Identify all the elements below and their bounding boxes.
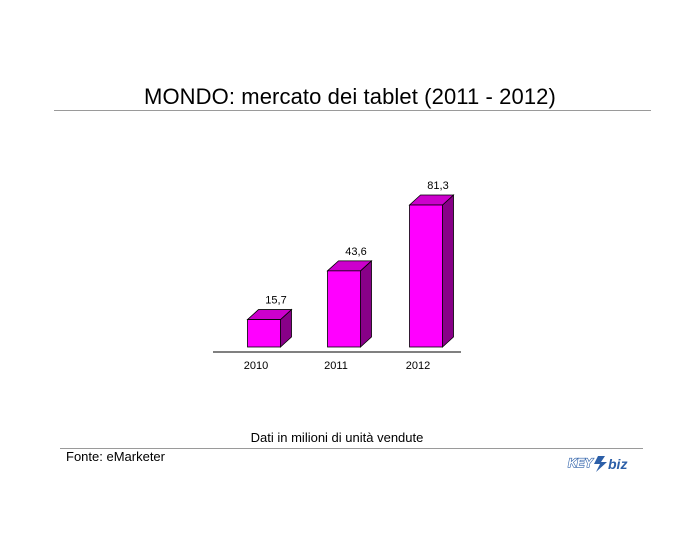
svg-text:KEY: KEY [568, 456, 594, 470]
data-label-2011: 43,6 [345, 246, 366, 258]
bar-2012 [409, 204, 443, 348]
bar-2011 [327, 270, 361, 348]
chart-title: MONDO: mercato dei tablet (2011 - 2012) [144, 84, 556, 109]
data-label-2012: 81,3 [427, 180, 448, 192]
x-tick-label-2011: 2011 [324, 360, 348, 372]
title-divider [54, 110, 651, 111]
source-label: Fonte: eMarketer [66, 449, 165, 464]
footer-divider [60, 448, 643, 449]
x-tick-label-2012: 2012 [406, 360, 430, 372]
bar-side-2012 [442, 194, 454, 348]
x-tick-label-2010: 2010 [244, 360, 268, 372]
data-label-2010: 15,7 [265, 295, 286, 307]
bar-side-2011 [360, 259, 372, 348]
key4biz-logo: KEY biz [567, 455, 627, 472]
svg-text:biz: biz [608, 456, 627, 472]
chart-note: Dati in milioni di unità vendute [250, 430, 424, 445]
bar-2010 [247, 319, 281, 348]
